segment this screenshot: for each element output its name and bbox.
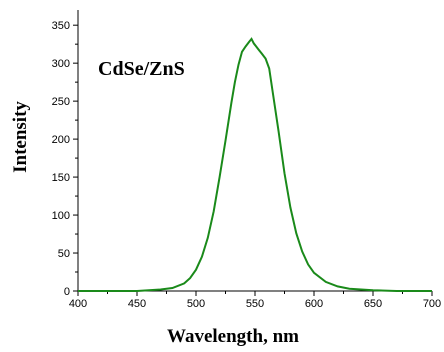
tick-labels: 400 450 500 550 600 650 700 0 50 100 150 200 250 300 3… [52, 20, 442, 310]
chart-annotation: CdSe/ZnS [98, 58, 185, 80]
y-tick-label: 300 [52, 58, 70, 70]
x-tick-label: 550 [246, 298, 264, 310]
axes [77, 10, 432, 292]
x-tick-label: 400 [69, 298, 87, 310]
y-tick-label: 50 [58, 248, 70, 260]
y-tick-label: 150 [52, 172, 70, 184]
y-tick-label: 0 [64, 286, 70, 298]
y-tick-label: 100 [52, 210, 70, 222]
x-tick-label: 500 [187, 298, 205, 310]
x-tick-label: 700 [423, 298, 441, 310]
y-tick-label: 350 [52, 20, 70, 32]
x-axis-title: Wavelength, nm [167, 326, 299, 347]
x-tick-label: 650 [364, 298, 382, 310]
x-tick-label: 450 [128, 298, 146, 310]
y-axis-title: Intensity [10, 101, 31, 173]
tick-marks [73, 24, 433, 296]
y-tick-label: 200 [52, 134, 70, 146]
y-tick-label: 250 [52, 96, 70, 108]
series-line [78, 37, 432, 292]
x-tick-label: 600 [305, 298, 323, 310]
